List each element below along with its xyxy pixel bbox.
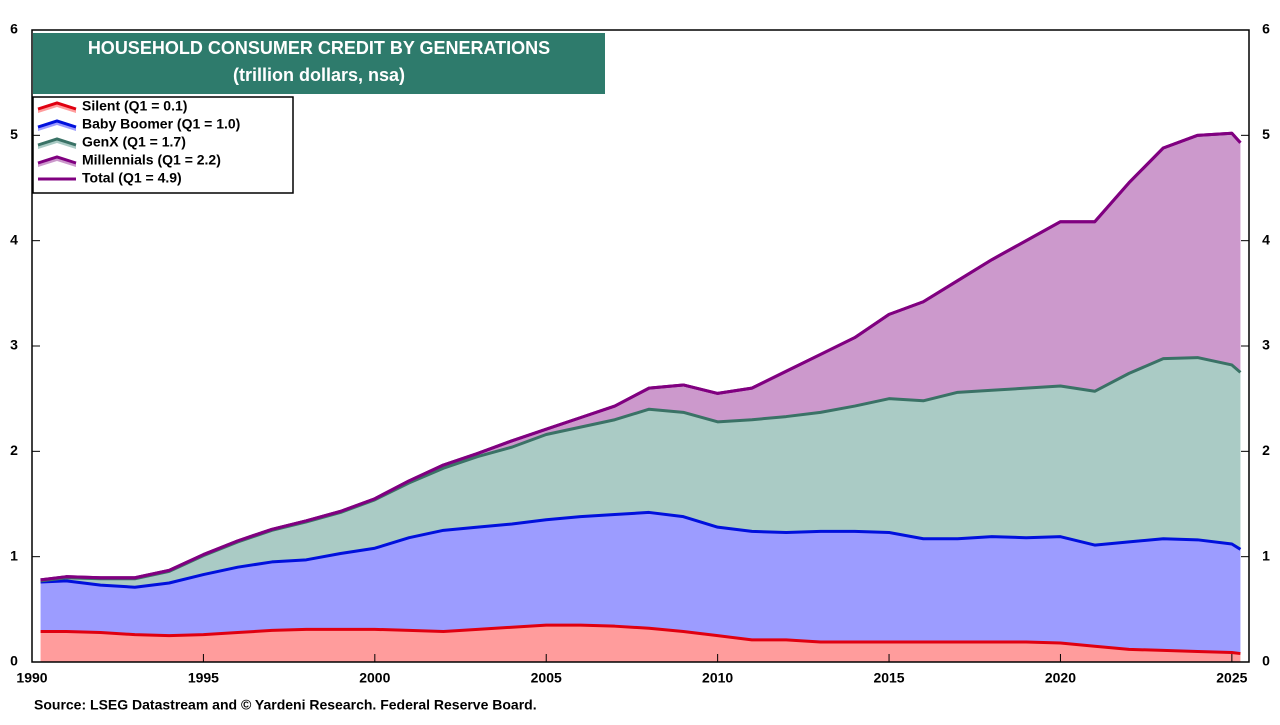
x-tick-label: 1995 <box>188 670 219 686</box>
legend-swatch <box>37 155 77 165</box>
area <box>40 133 1241 581</box>
source-note: Source: LSEG Datastream and © Yardeni Re… <box>34 697 537 713</box>
y-tick-label: 4 <box>10 231 18 247</box>
x-tick-label: 2020 <box>1045 670 1076 686</box>
y-tick-label: 0 <box>10 653 18 669</box>
y-tick-label: 3 <box>10 337 18 353</box>
legend-swatch <box>37 119 77 129</box>
y-tick-label: 6 <box>10 21 18 37</box>
x-tick-label: 1990 <box>16 670 47 686</box>
area-edge <box>40 623 1241 656</box>
y2-tick-label: 5 <box>1262 126 1270 142</box>
chart-subtitle: (trillion dollars, nsa) <box>233 65 405 85</box>
y2-tick-label: 0 <box>1262 653 1270 669</box>
x-tick-label: 2010 <box>702 670 733 686</box>
title-box <box>33 33 605 94</box>
y2-tick-label: 1 <box>1262 547 1270 563</box>
x-tick-label: 2025 <box>1216 670 1247 686</box>
y-tick-label: 1 <box>10 547 18 563</box>
x-tick-label: 2005 <box>531 670 562 686</box>
x-tick-label: 2000 <box>359 670 390 686</box>
y2-tick-label: 6 <box>1262 21 1270 37</box>
area <box>40 512 1241 654</box>
plot-area <box>40 131 1242 662</box>
area-edge <box>40 510 1242 589</box>
legend-label: Baby Boomer (Q1 = 1.0) <box>82 116 240 132</box>
legend-swatch <box>37 137 77 147</box>
legend-label: Millennials (Q1 = 2.2) <box>82 152 221 168</box>
area <box>40 625 1241 662</box>
legend-label: Total (Q1 = 4.9) <box>82 170 182 186</box>
y2-tick-label: 4 <box>1262 231 1270 247</box>
y-tick-label: 2 <box>10 442 18 458</box>
y-tick-label: 5 <box>10 126 18 142</box>
area <box>40 357 1241 588</box>
legend-label: GenX (Q1 = 1.7) <box>82 134 186 150</box>
legend-box <box>32 96 294 194</box>
x-tick-label: 2015 <box>873 670 904 686</box>
total-line <box>40 131 1242 582</box>
legend-label: Silent (Q1 = 0.1) <box>82 98 187 114</box>
y2-tick-label: 3 <box>1262 337 1270 353</box>
y2-tick-label: 2 <box>1262 442 1270 458</box>
chart-title: HOUSEHOLD CONSUMER CREDIT BY GENERATIONS <box>88 38 550 58</box>
legend-swatch <box>37 101 77 111</box>
